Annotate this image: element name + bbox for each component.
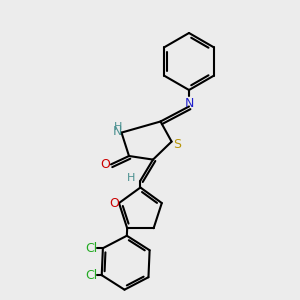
Text: O: O — [109, 196, 119, 209]
Text: H: H — [114, 122, 123, 132]
Text: Cl: Cl — [85, 269, 98, 282]
Text: N: N — [184, 97, 194, 110]
Text: N: N — [112, 124, 122, 138]
Text: O: O — [101, 158, 110, 171]
Text: H: H — [127, 173, 136, 183]
Text: Cl: Cl — [85, 242, 97, 255]
Text: S: S — [173, 137, 181, 151]
